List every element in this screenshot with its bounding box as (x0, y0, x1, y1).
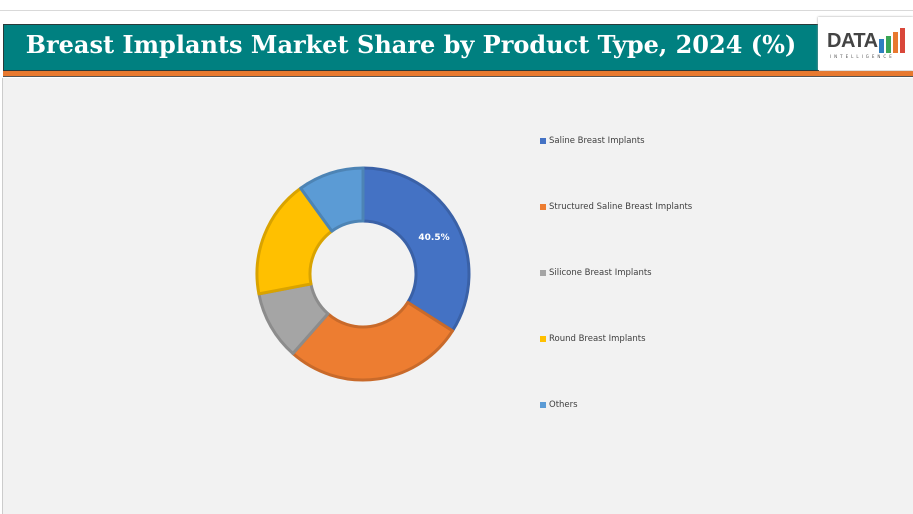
legend-swatch (540, 336, 546, 342)
chart-title: Breast Implants Market Share by Product … (25, 30, 797, 59)
legend-label: Silicone Breast Implants (549, 268, 652, 278)
legend-label: Others (549, 400, 578, 410)
legend-item: Others (540, 400, 578, 410)
legend-swatch (540, 204, 546, 210)
donut-slice-others (299, 166, 365, 233)
legend-item: Saline Breast Implants (540, 136, 645, 146)
logo: DATA INTELLIGENCE (818, 17, 913, 70)
logo-text: DATA (827, 30, 878, 52)
title-banner: Breast Implants Market Share by Product … (3, 24, 819, 71)
donut-slice-saline-breast-implants (361, 166, 471, 333)
legend-label: Saline Breast Implants (549, 136, 645, 146)
accent-bar (3, 71, 913, 77)
top-divider (0, 10, 913, 11)
donut-slice-structured-saline-breast-implants (291, 300, 454, 382)
logo-bars-icon (879, 28, 905, 53)
legend-swatch (540, 402, 546, 408)
logo-subtext: INTELLIGENCE (830, 54, 895, 59)
legend-item: Silicone Breast Implants (540, 268, 652, 278)
data-label: 40.5% (418, 233, 449, 243)
legend-swatch (540, 270, 546, 276)
legend-label: Round Breast Implants (549, 334, 646, 344)
legend-label: Structured Saline Breast Implants (549, 202, 693, 212)
legend-item: Round Breast Implants (540, 334, 646, 344)
legend-item: Structured Saline Breast Implants (540, 202, 692, 212)
legend-swatch (540, 138, 546, 144)
